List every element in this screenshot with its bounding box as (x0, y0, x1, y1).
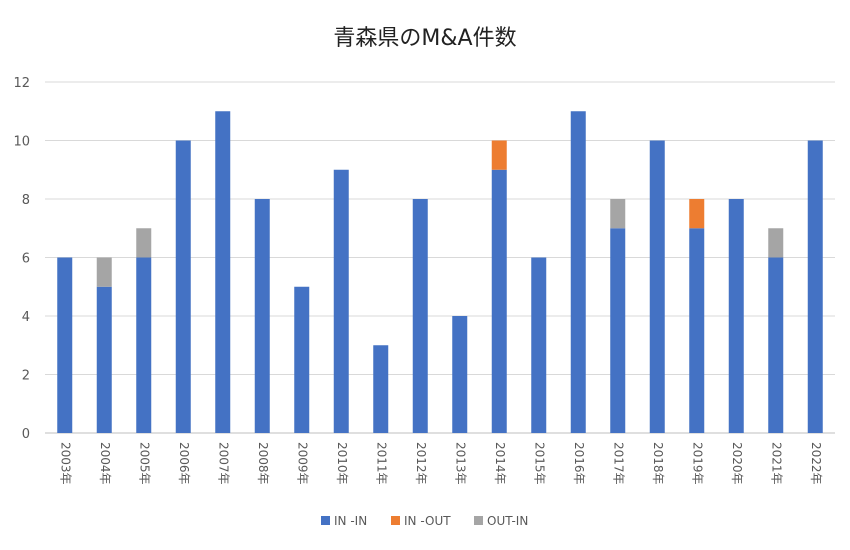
x-tick-label: 2010年 (335, 442, 349, 485)
bar-out-in (768, 228, 784, 258)
bar-in-in (649, 140, 665, 433)
x-tick-label: 2012年 (414, 442, 428, 485)
grid-lines (45, 81, 835, 434)
bar-in-in (728, 199, 744, 433)
x-tick-label: 2011年 (374, 442, 388, 485)
bar-out-in (136, 228, 152, 258)
bar-in-in (689, 228, 705, 433)
x-tick-label: 2009年 (295, 442, 309, 485)
y-tick-label: 0 (22, 427, 30, 442)
bars (57, 111, 823, 433)
legend-swatch (391, 516, 400, 525)
bar-in-in (570, 111, 586, 433)
bar-out-in (96, 257, 112, 287)
x-tick-label: 2016年 (572, 442, 586, 485)
x-tick-label: 2003年 (58, 442, 72, 485)
legend-swatch (474, 516, 483, 525)
bar-in-out (491, 140, 507, 170)
bar-in-in (531, 257, 547, 433)
bar-in-in (373, 345, 389, 433)
chart-title: 青森県のM&A件数 (333, 26, 517, 51)
bar-in-in (807, 140, 823, 433)
y-tick-label: 6 (22, 252, 30, 267)
bar-in-in (254, 199, 270, 433)
bar-in-in (610, 228, 626, 433)
bar-in-in (412, 199, 428, 433)
x-tick-label: 2006年 (177, 442, 191, 485)
y-tick-label: 8 (22, 193, 30, 208)
bar-in-in (96, 286, 112, 433)
y-tick-label: 10 (13, 135, 30, 150)
x-tick-label: 2017年 (611, 442, 625, 485)
x-tick-label: 2019年 (690, 442, 704, 485)
legend: IN -IN IN -OUT OUT-IN (321, 514, 528, 528)
x-axis-ticks: 2003年 2004年 2005年 2006年 2007年 2008年 2009年 2010年… (58, 442, 823, 485)
x-tick-label: 2021年 (769, 442, 783, 485)
bar-out-in (610, 199, 626, 229)
x-tick-label: 2018年 (651, 442, 665, 485)
bar-in-out (689, 199, 705, 229)
legend-swatch (321, 516, 330, 525)
x-tick-label: 2005年 (137, 442, 151, 485)
bar-in-in (768, 257, 784, 433)
legend-label: OUT-IN (487, 514, 528, 528)
bar-in-in (491, 169, 507, 433)
x-tick-label: 2007年 (216, 442, 230, 485)
x-tick-label: 2020年 (730, 442, 744, 485)
bar-in-in (57, 257, 73, 433)
y-tick-label: 12 (13, 76, 30, 91)
bar-in-in (175, 140, 191, 433)
x-tick-label: 2013年 (453, 442, 467, 485)
bar-in-in (452, 316, 468, 433)
y-tick-label: 2 (22, 369, 30, 384)
x-tick-label: 2022年 (809, 442, 823, 485)
bar-in-in (136, 257, 152, 433)
x-tick-label: 2008年 (256, 442, 270, 485)
y-axis-ticks: 0 2 4 6 8 10 12 (13, 76, 30, 442)
x-tick-label: 2004年 (98, 442, 112, 485)
bar-in-in (333, 169, 349, 433)
x-tick-label: 2014年 (493, 442, 507, 485)
x-tick-label: 2015年 (532, 442, 546, 485)
bar-in-in (294, 286, 310, 433)
bar-in-in (215, 111, 231, 433)
legend-label: IN -IN (334, 514, 367, 528)
y-tick-label: 4 (22, 310, 30, 325)
legend-label: IN -OUT (404, 514, 451, 528)
